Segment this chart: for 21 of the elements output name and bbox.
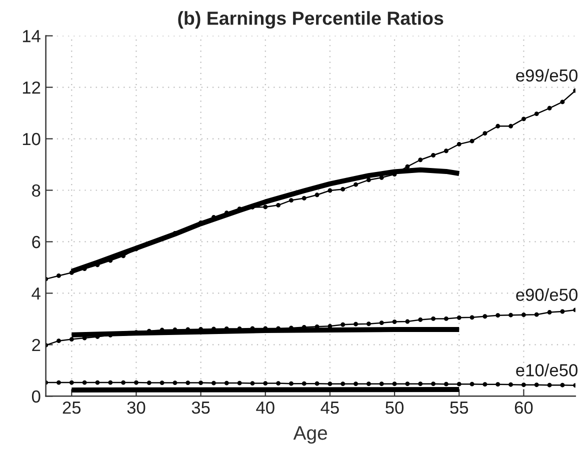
y-tick-label: 6: [32, 236, 40, 248]
y-tick-label: 4: [32, 288, 40, 300]
x-tick-label: 55: [450, 402, 468, 414]
series-label: e10/e50: [516, 364, 578, 376]
x-tick-label: 25: [62, 402, 81, 414]
y-tick-label: 8: [32, 184, 40, 197]
x-tick-label: 35: [192, 402, 210, 414]
x-tick-label: 30: [127, 402, 146, 414]
x-tick-label: 40: [256, 402, 274, 414]
y-tick-label: 12: [22, 81, 40, 94]
series-label: e90/e50: [516, 288, 578, 301]
x-tick-label: 60: [514, 402, 533, 414]
x-tick-label: 45: [320, 402, 339, 414]
y-tick-label: 2: [32, 338, 40, 351]
series-label: e99/e50: [516, 68, 578, 82]
y-tick-label: 10: [22, 132, 40, 146]
y-tick-label: 0: [32, 390, 40, 403]
x-axis-title: Age: [293, 426, 328, 444]
x-tick-label: 50: [386, 402, 404, 414]
y-tick-label: 14: [22, 30, 40, 42]
chart-title: (b) Earnings Percentile Ratios: [178, 11, 444, 29]
